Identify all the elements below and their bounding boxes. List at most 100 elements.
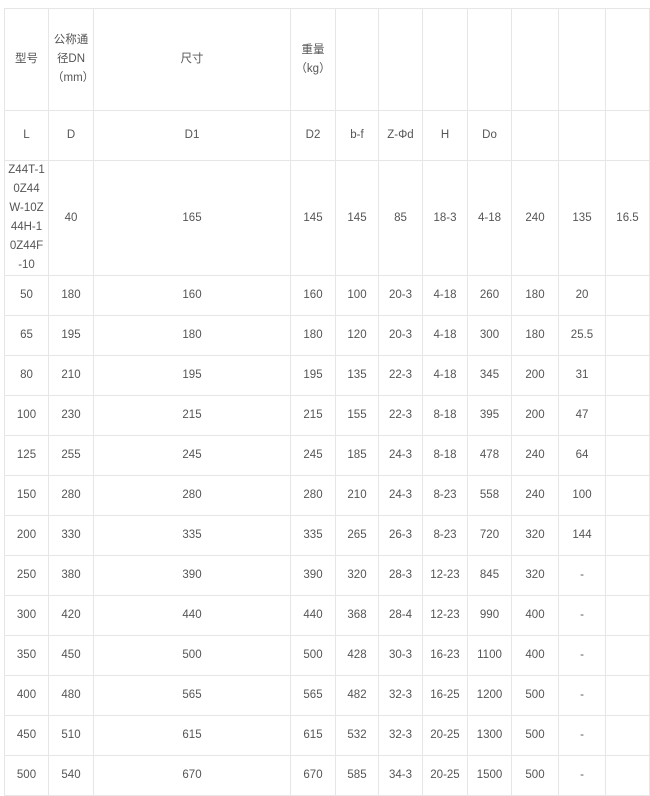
table-cell: 4-18 <box>467 160 512 276</box>
table-cell: 428 <box>335 635 379 676</box>
table-cell: 450 <box>4 715 49 756</box>
table-cell: 24-3 <box>378 475 423 516</box>
table-cell: 180 <box>511 315 559 356</box>
table-cell: 4-18 <box>422 355 468 396</box>
table-cell: 500 <box>511 715 559 756</box>
table-cell: 615 <box>290 715 336 756</box>
table-cell: b-f <box>335 110 379 161</box>
table-cell: 30-3 <box>378 635 423 676</box>
table-cell <box>558 8 606 111</box>
table-cell: D1 <box>93 110 291 161</box>
table-cell: 320 <box>511 515 559 556</box>
table-row: 50 180 160 160 100 20-3 4-18 260 180 20 <box>4 275 650 316</box>
table-cell: 50 <box>4 275 49 316</box>
table-cell: 440 <box>290 595 336 636</box>
table-cell: 180 <box>290 315 336 356</box>
table-cell: 24-3 <box>378 435 423 476</box>
table-cell: 345 <box>467 355 512 396</box>
table-cell: - <box>558 755 606 796</box>
table-cell: 500 <box>290 635 336 676</box>
table-cell: D <box>48 110 94 161</box>
table-cell: 尺寸 <box>93 8 291 111</box>
table-cell: 26-3 <box>378 515 423 556</box>
table-cell: 440 <box>93 595 291 636</box>
table-cell: 160 <box>93 275 291 316</box>
table-cell: 8-18 <box>422 435 468 476</box>
table-cell: 615 <box>93 715 291 756</box>
table-cell: 585 <box>335 755 379 796</box>
table-cell: 12-23 <box>422 555 468 596</box>
table-cell: - <box>558 595 606 636</box>
table-cell <box>605 355 650 396</box>
table-cell: 482 <box>335 675 379 716</box>
table-cell <box>605 315 650 356</box>
table-cell: 150 <box>4 475 49 516</box>
table-cell: 540 <box>48 755 94 796</box>
table-cell: 245 <box>290 435 336 476</box>
table-cell: - <box>558 675 606 716</box>
table-cell: 335 <box>290 515 336 556</box>
table-cell: 100 <box>335 275 379 316</box>
table-cell: 260 <box>467 275 512 316</box>
table-cell: 25.5 <box>558 315 606 356</box>
table-cell: 400 <box>511 635 559 676</box>
table-cell <box>511 110 559 161</box>
table-cell: 400 <box>4 675 49 716</box>
table-cell: 22-3 <box>378 355 423 396</box>
table-cell <box>467 8 512 111</box>
table-cell: 195 <box>290 355 336 396</box>
table-cell: 8-23 <box>422 475 468 516</box>
table-cell: 160 <box>290 275 336 316</box>
table-cell: - <box>558 635 606 676</box>
table-cell: 368 <box>335 595 379 636</box>
table-cell: 1200 <box>467 675 512 716</box>
table-cell: 280 <box>93 475 291 516</box>
table-cell: 195 <box>48 315 94 356</box>
table-cell: 420 <box>48 595 94 636</box>
table-cell: 395 <box>467 395 512 436</box>
table-cell: 320 <box>335 555 379 596</box>
table-cell <box>605 395 650 436</box>
table-cell: 215 <box>290 395 336 436</box>
table-cell: 100 <box>558 475 606 516</box>
table-cell: 28-3 <box>378 555 423 596</box>
table-cell: 230 <box>48 395 94 436</box>
table-cell: 240 <box>511 435 559 476</box>
table-cell: 1500 <box>467 755 512 796</box>
table-cell: 40 <box>48 160 94 276</box>
table-cell: 4-18 <box>422 315 468 356</box>
table-cell <box>605 635 650 676</box>
table-cell: 20-3 <box>378 275 423 316</box>
table-cell: 64 <box>558 435 606 476</box>
table-cell: 280 <box>48 475 94 516</box>
table-cell: 125 <box>4 435 49 476</box>
table-cell: - <box>558 555 606 596</box>
table-cell: 335 <box>93 515 291 556</box>
table-cell: 47 <box>558 395 606 436</box>
sub-header-row: L D D1 D2 b-f Z-Φd H Do <box>4 110 650 161</box>
table-cell: 135 <box>558 160 606 276</box>
table-cell: 380 <box>48 555 94 596</box>
table-row: Z44T-10Z44W-10Z44H-10Z44F-10 40 165 145 145 8… <box>4 160 650 276</box>
table-cell: 210 <box>335 475 379 516</box>
table-cell: 165 <box>93 160 291 276</box>
table-cell: 240 <box>511 160 559 276</box>
table-cell: 500 <box>511 755 559 796</box>
table-cell: H <box>422 110 468 161</box>
table-cell: 公称通径DN（mm） <box>48 8 94 111</box>
table-cell: Z44T-10Z44W-10Z44H-10Z44F-10 <box>4 160 49 276</box>
table-cell <box>605 110 650 161</box>
valve-spec-table: 型号 公称通径DN（mm） 尺寸 重量（kg） L D D1 D2 b-f Z-Φd H Do Z44T… <box>4 8 650 796</box>
table-cell <box>378 8 423 111</box>
table-cell: 4-18 <box>422 275 468 316</box>
table-row: 400 480 565 565 482 32-3 16-25 1200 500- <box>4 675 650 716</box>
table-cell: 200 <box>511 395 559 436</box>
table-cell: 450 <box>48 635 94 676</box>
table-cell: 8-23 <box>422 515 468 556</box>
table-cell: 390 <box>290 555 336 596</box>
table-cell: 180 <box>48 275 94 316</box>
table-cell: 144 <box>558 515 606 556</box>
table-cell: 16.5 <box>605 160 650 276</box>
table-cell: 8-18 <box>422 395 468 436</box>
table-cell <box>605 8 650 111</box>
